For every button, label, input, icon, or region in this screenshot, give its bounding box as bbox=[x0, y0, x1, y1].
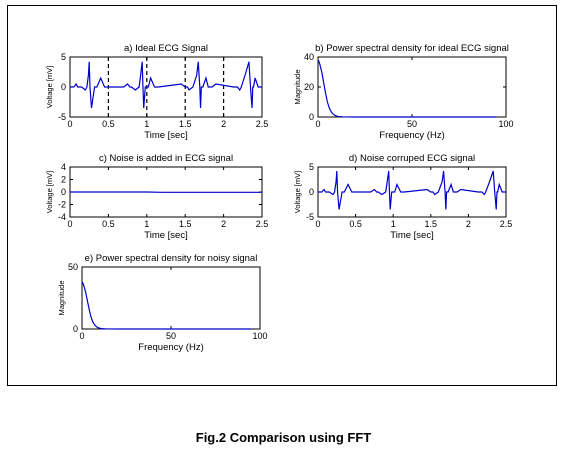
x-tick-label: 1 bbox=[391, 219, 396, 229]
chart-title: b) Power spectral density for ideal ECG … bbox=[315, 43, 509, 54]
y-tick-label: 5 bbox=[61, 52, 66, 62]
figure-frame bbox=[7, 5, 557, 386]
x-tick-label: 2.5 bbox=[500, 219, 513, 229]
y-axis-label: Voltage [mV] bbox=[45, 171, 54, 214]
x-tick-label: 1 bbox=[144, 219, 149, 229]
x-tick-label: 1.5 bbox=[179, 219, 192, 229]
x-tick-label: 2 bbox=[221, 219, 226, 229]
y-tick-label: -2 bbox=[58, 200, 66, 210]
y-tick-label: 0 bbox=[61, 82, 66, 92]
y-axis-label: Magnitude bbox=[293, 69, 302, 104]
x-tick-label: 2.5 bbox=[256, 219, 269, 229]
x-tick-label: 2.5 bbox=[256, 119, 269, 129]
x-tick-label: 0 bbox=[67, 219, 72, 229]
y-tick-label: 0 bbox=[73, 324, 78, 334]
x-axis-label: Frequency (Hz) bbox=[138, 342, 203, 353]
x-axis-label: Time [sec] bbox=[144, 230, 187, 241]
x-tick-label: 2 bbox=[466, 219, 471, 229]
chart-b: 0 50 100 0 20 40b) Power spectral density for… bbox=[293, 43, 514, 141]
x-tick-label: 1.5 bbox=[179, 119, 192, 129]
x-tick-label: 100 bbox=[252, 331, 267, 341]
x-tick-label: 50 bbox=[407, 119, 417, 129]
series-line bbox=[81, 281, 252, 330]
chart-title: d) Noise corruped ECG signal bbox=[349, 153, 475, 164]
y-tick-label: -5 bbox=[306, 212, 314, 222]
x-axis-label: Time [sec] bbox=[390, 230, 433, 241]
y-tick-label: 4 bbox=[61, 162, 66, 172]
x-tick-label: 0 bbox=[79, 331, 84, 341]
x-tick-label: 100 bbox=[498, 119, 513, 129]
chart-e: 0 50 100 0 50 e) Power spectral density for n… bbox=[57, 253, 268, 353]
series-line bbox=[318, 170, 506, 210]
chart-title: e) Power spectral density for noisy sign… bbox=[85, 253, 258, 264]
x-tick-label: 0 bbox=[315, 219, 320, 229]
y-tick-label: 40 bbox=[304, 52, 314, 62]
x-tick-label: 0.5 bbox=[102, 119, 115, 129]
plot-area bbox=[81, 266, 261, 330]
series-line bbox=[70, 61, 262, 109]
plot-area bbox=[317, 56, 507, 118]
y-axis-label: Magnitude bbox=[57, 280, 66, 315]
figure-caption: Fig.2 Comparison using FFT bbox=[195, 430, 372, 445]
chart-title: c) Noise is added in ECG signal bbox=[99, 153, 233, 164]
x-tick-label: 0.5 bbox=[102, 219, 115, 229]
y-tick-label: -5 bbox=[58, 112, 66, 122]
x-axis-label: Time [sec] bbox=[144, 130, 187, 141]
y-tick-label: 0 bbox=[309, 187, 314, 197]
x-tick-label: 2 bbox=[221, 119, 226, 129]
x-axis-label: Frequency (Hz) bbox=[379, 130, 444, 141]
y-axis-label: Voltage [mV] bbox=[45, 66, 54, 109]
y-axis-label: Voltage [mV] bbox=[293, 171, 302, 214]
y-tick-label: 2 bbox=[61, 175, 66, 185]
x-tick-label: 1 bbox=[144, 119, 149, 129]
x-tick-label: 1.5 bbox=[425, 219, 438, 229]
x-tick-label: 0 bbox=[315, 119, 320, 129]
y-tick-label: 50 bbox=[68, 262, 78, 272]
y-tick-label: 0 bbox=[309, 112, 314, 122]
chart-title: a) Ideal ECG Signal bbox=[124, 43, 208, 54]
y-tick-label: 5 bbox=[309, 162, 314, 172]
y-tick-label: 20 bbox=[304, 82, 314, 92]
x-tick-label: 0.5 bbox=[349, 219, 362, 229]
x-tick-label: 0 bbox=[67, 119, 72, 129]
y-tick-label: 0 bbox=[61, 187, 66, 197]
x-tick-label: 50 bbox=[166, 331, 176, 341]
y-tick-label: -4 bbox=[58, 212, 66, 222]
series-line bbox=[317, 59, 497, 118]
